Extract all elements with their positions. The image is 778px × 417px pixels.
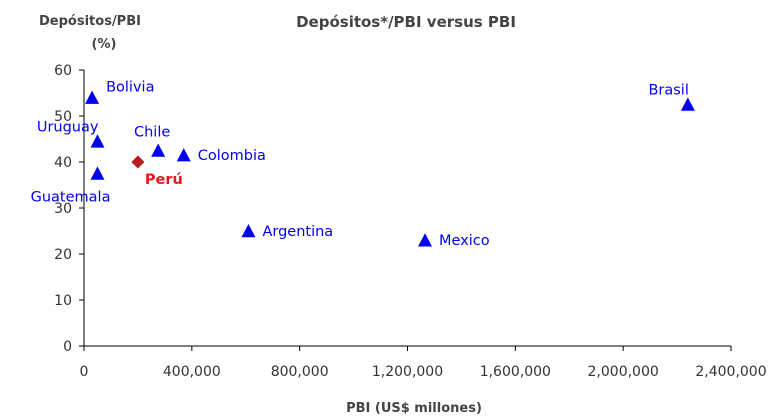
chart-title: Depósitos*/PBI versus PBI xyxy=(296,13,516,31)
point-bolivia-marker xyxy=(85,90,100,104)
y-axis-label-unit: (%) xyxy=(92,37,117,52)
y-tick-label: 30 xyxy=(54,201,72,217)
x-tick-label: 800,000 xyxy=(271,364,329,380)
point-bolivia-label: Bolivia xyxy=(106,80,154,96)
y-tick-label: 50 xyxy=(54,109,72,125)
point-brasil-marker xyxy=(680,97,695,111)
y-tick-label: 0 xyxy=(63,339,72,355)
point-peru-label: Perú xyxy=(145,172,183,188)
axes: 0 10 20 30 40 50 60 0 400,000 800,000 1,200,000 1,6… xyxy=(54,63,766,380)
y-axis-label: Depósitos/PBI xyxy=(39,14,141,29)
point-mexico-label: Mexico xyxy=(439,233,490,249)
y-tick-label: 20 xyxy=(54,247,72,263)
y-tick-label: 40 xyxy=(54,155,72,171)
x-tick-label: 1,600,000 xyxy=(480,364,551,380)
point-guatemala-label: Guatemala xyxy=(31,190,111,206)
point-peru-marker xyxy=(131,155,145,169)
x-tick-label: 400,000 xyxy=(163,364,221,380)
point-guatemala-marker xyxy=(90,166,105,180)
point-colombia-marker xyxy=(176,148,191,162)
x-axis-label: PBI (US$ millones) xyxy=(346,401,482,416)
point-argentina-label: Argentina xyxy=(262,224,333,240)
point-uruguay-marker xyxy=(90,134,105,148)
point-chile-label: Chile xyxy=(134,125,170,141)
point-colombia-label: Colombia xyxy=(198,148,266,164)
x-tick-label: 2,400,000 xyxy=(695,364,766,380)
x-tick-label: 1,200,000 xyxy=(372,364,443,380)
point-argentina-marker xyxy=(241,224,256,238)
y-tick-label: 10 xyxy=(54,293,72,309)
point-uruguay-label: Uruguay xyxy=(37,119,99,135)
point-chile-marker xyxy=(151,143,166,157)
y-tick-label: 60 xyxy=(54,63,72,79)
data-points: Bolivia Uruguay Guatemala Chile Colombia Perú… xyxy=(31,80,695,249)
x-tick-label: 0 xyxy=(80,364,89,380)
x-tick-label: 2,000,000 xyxy=(588,364,659,380)
point-mexico-marker xyxy=(418,233,433,247)
point-brasil-label: Brasil xyxy=(648,83,688,99)
